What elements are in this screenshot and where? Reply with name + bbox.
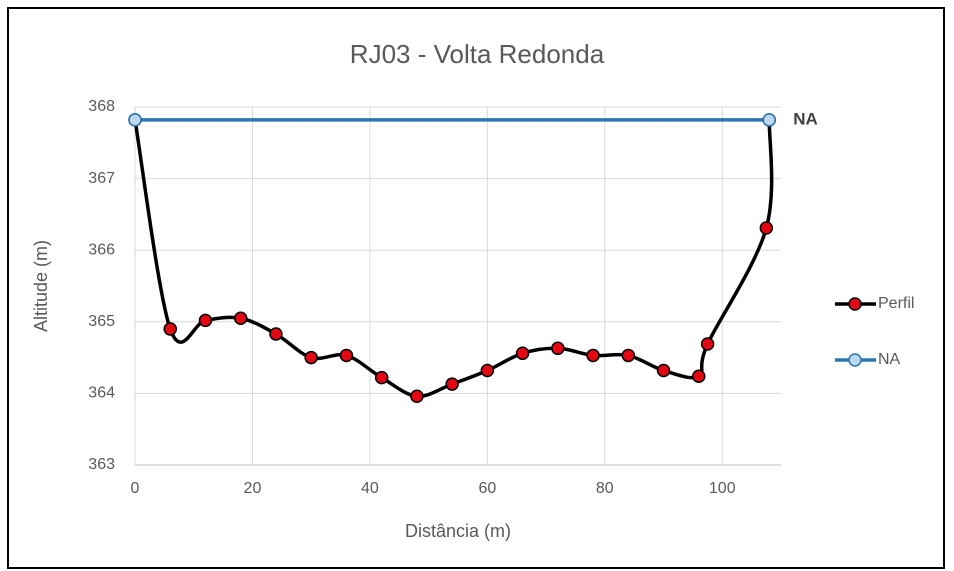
data-point [304,350,318,365]
y-tick-label: 368 [88,98,115,115]
x-tick-label: 0 [131,480,140,497]
y-tick-label: 367 [88,170,115,187]
data-point [128,113,142,127]
data-point [480,363,495,378]
data-point [339,348,354,363]
x-tick-label: 80 [596,480,614,497]
data-point [551,341,565,356]
chart-title: RJ03 - Volta Redonda [350,39,605,69]
x-tick-label: 60 [478,480,496,497]
legend-label: Perfil [878,295,914,312]
data-point [233,311,248,325]
legend-marker [848,353,862,367]
data-point [515,346,530,361]
legend-marker [848,297,862,311]
data-point [269,327,283,341]
chart-frame [7,7,945,569]
data-point [656,363,671,378]
data-point [445,377,459,391]
data-point [621,348,636,363]
data-point [374,370,389,385]
x-tick-label: 40 [361,480,379,497]
y-tick-label: 365 [88,313,115,330]
y-tick-label: 366 [88,241,115,258]
x-axis-label: Distância (m) [405,521,511,541]
data-point [762,113,777,127]
data-point [759,221,774,235]
annotation: NA [793,109,818,128]
legend-label: NA [878,351,901,368]
data-point [410,389,424,404]
data-point [692,369,706,383]
data-point [700,337,715,351]
x-tick-label: 100 [709,480,736,497]
y-tick-label: 363 [88,456,115,473]
data-point [198,313,213,328]
y-axis-label: Altitude (m) [31,240,51,332]
data-point [163,322,177,336]
y-tick-label: 364 [88,385,115,402]
x-tick-label: 20 [244,480,262,497]
data-point [586,348,600,363]
